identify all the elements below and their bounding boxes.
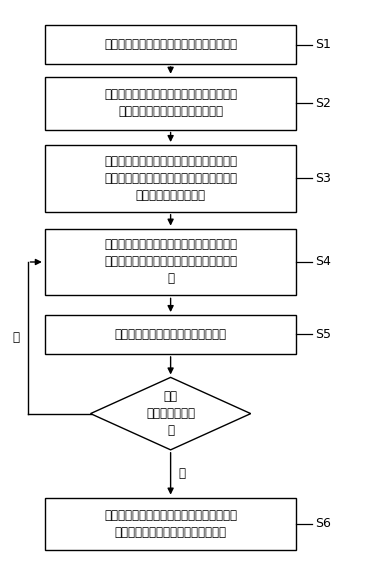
FancyBboxPatch shape (45, 25, 296, 64)
Text: 是: 是 (178, 467, 185, 480)
Text: 否: 否 (13, 331, 20, 345)
Text: S4: S4 (315, 256, 331, 269)
Text: 指定一个特定加载条件，计算出考虑晶间变
形协调效应的情况下每个织构组分的屈服强
度: 指定一个特定加载条件，计算出考虑晶间变 形协调效应的情况下每个织构组分的屈服强 … (104, 239, 237, 285)
Text: 获取多晶体材料的拉伸和压缩力学性能曲线: 获取多晶体材料的拉伸和压缩力学性能曲线 (104, 38, 237, 51)
FancyBboxPatch shape (45, 77, 296, 129)
Text: S1: S1 (315, 38, 331, 51)
Text: S5: S5 (315, 328, 332, 341)
FancyBboxPatch shape (45, 145, 296, 212)
Text: 计算指定加载条件下的等效屈服强度: 计算指定加载条件下的等效屈服强度 (115, 328, 227, 341)
Text: 根据所得力学性能曲线和织构取向分布数据
计算得到多晶体的各种变形机制初始屈服被
激活所需的临界剪切力: 根据所得力学性能曲线和织构取向分布数据 计算得到多晶体的各种变形机制初始屈服被 … (104, 155, 237, 202)
Text: S3: S3 (315, 172, 331, 185)
Text: 得到所有加载条件下多晶体材料的等效屈服
强度，获得该多晶体材料的屈服准则: 得到所有加载条件下多晶体材料的等效屈服 强度，获得该多晶体材料的屈服准则 (104, 509, 237, 539)
Text: S2: S2 (315, 97, 331, 110)
Text: 是否
遍历所有加载条
件: 是否 遍历所有加载条 件 (146, 390, 195, 437)
Text: S6: S6 (315, 517, 331, 530)
FancyBboxPatch shape (45, 315, 296, 354)
FancyBboxPatch shape (45, 498, 296, 551)
FancyBboxPatch shape (45, 229, 296, 296)
Text: 测定多晶体材料的织构取向分布数据，并对
取向分布数据进行分块组分化处理: 测定多晶体材料的织构取向分布数据，并对 取向分布数据进行分块组分化处理 (104, 88, 237, 118)
Polygon shape (91, 377, 251, 450)
